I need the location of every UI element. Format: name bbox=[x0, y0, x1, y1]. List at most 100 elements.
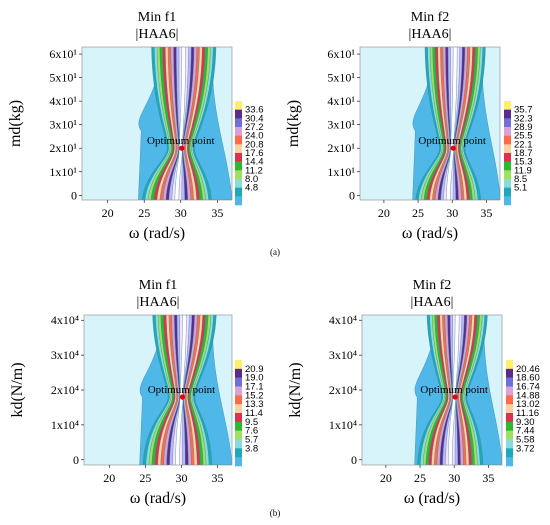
colorbar-swatch bbox=[506, 430, 513, 440]
x-axis-label: ω (rad/s) bbox=[404, 490, 460, 507]
colorbar-label: 15.2 bbox=[245, 390, 264, 401]
colorbar-swatch bbox=[235, 127, 242, 136]
colorbar-swatch bbox=[235, 153, 242, 162]
colorbar-label: 8.5 bbox=[514, 174, 527, 185]
caption-a: (a) bbox=[270, 247, 280, 257]
y-tick-label: 0 bbox=[73, 453, 79, 467]
x-axis-label: ω (rad/s) bbox=[402, 225, 458, 242]
colorbar-swatch bbox=[235, 404, 242, 414]
colorbar-swatch bbox=[235, 109, 242, 119]
colorbar-swatch bbox=[235, 439, 242, 449]
colorbar-label: 17.1 bbox=[245, 382, 264, 393]
colorbar-label: 27.2 bbox=[245, 122, 264, 133]
colorbar-swatch bbox=[504, 179, 511, 188]
colorbar-label: 5.58 bbox=[516, 435, 535, 446]
colorbar-swatch bbox=[235, 187, 242, 197]
y-tick-label: 2x10¹ bbox=[49, 141, 77, 155]
y-tick-label: 5x10¹ bbox=[327, 71, 355, 85]
x-tick-label: 25 bbox=[138, 206, 150, 220]
y-axis-label: md(kg) bbox=[285, 100, 302, 147]
optimum-point-marker bbox=[450, 145, 456, 151]
colorbar-label: 20.46 bbox=[516, 364, 540, 375]
y-tick-label: 2x10⁴ bbox=[51, 383, 79, 397]
colorbar-swatch bbox=[504, 144, 511, 154]
colorbar-label: 14.88 bbox=[516, 390, 540, 401]
y-tick-label: 3x10⁴ bbox=[329, 348, 357, 362]
colorbar-swatch bbox=[235, 170, 242, 180]
colorbar-label: 16.74 bbox=[516, 382, 540, 393]
y-tick-label: 2x10⁴ bbox=[329, 383, 357, 397]
colorbar-label: 3.72 bbox=[516, 443, 535, 454]
colorbar-label: 3.8 bbox=[245, 443, 258, 454]
colorbar-label: 14.4 bbox=[245, 157, 264, 168]
contour-band bbox=[174, 47, 186, 200]
colorbar-label: 11.2 bbox=[245, 165, 263, 176]
colorbar-label: 20.9 bbox=[245, 364, 264, 375]
colorbar-swatch bbox=[506, 421, 513, 431]
colorbar-swatch bbox=[504, 196, 511, 206]
plot-frame bbox=[81, 46, 233, 201]
colorbar-swatch bbox=[235, 179, 242, 188]
chart-b1: Min f1 |HAA6| 20 25 30 35 0 1x10⁴ 2x10⁴ 3x10⁴ 4x10… bbox=[9, 278, 264, 507]
colorbar-swatch bbox=[235, 421, 242, 431]
chart-a2: Min f2 |HAA6| 20 25 30 35 0 1x10¹ 2x10¹ 3x10¹ 4x10… bbox=[285, 10, 533, 242]
x-tick-label: 25 bbox=[414, 471, 426, 485]
optimum-point-label: Optimum point bbox=[147, 135, 215, 147]
colorbar-swatch bbox=[235, 457, 242, 467]
y-axis-label: kd(N/m) bbox=[287, 362, 304, 417]
optimum-point-marker bbox=[452, 394, 458, 400]
y-tick-label: 4x10¹ bbox=[327, 94, 355, 108]
colorbar-swatch bbox=[506, 457, 513, 467]
y-tick-label: 1x10¹ bbox=[49, 165, 77, 179]
colorbar-swatch bbox=[504, 101, 511, 110]
colorbar-swatch bbox=[506, 386, 513, 396]
x-tick-label: 25 bbox=[412, 206, 424, 220]
y-tick-label: 0 bbox=[351, 453, 357, 467]
y-tick-label: 4x10⁴ bbox=[51, 313, 79, 327]
chart-title: Min f1 bbox=[139, 278, 178, 293]
colorbar-label: 22.1 bbox=[514, 139, 533, 150]
chart-subtitle: |HAA6| bbox=[137, 295, 180, 310]
chart-subtitle: |HAA6| bbox=[136, 27, 179, 42]
colorbar-label: 9.5 bbox=[245, 417, 258, 428]
chart-a1: Min f1 |HAA6| 20 25 30 35 0 1x10¹ 2x10¹ 3x10¹ 4x10… bbox=[7, 10, 264, 242]
colorbar-label: 18.7 bbox=[514, 148, 533, 159]
colorbar-swatch bbox=[235, 161, 242, 171]
y-tick-label: 0 bbox=[349, 188, 355, 202]
y-axis-label: md(kg) bbox=[7, 100, 24, 147]
colorbar-label: 19.0 bbox=[245, 373, 264, 384]
y-tick-label: 3x10¹ bbox=[327, 118, 355, 132]
colorbar-swatch bbox=[504, 187, 511, 197]
colorbar-swatch bbox=[235, 101, 242, 110]
colorbar-label: 13.3 bbox=[245, 399, 264, 410]
colorbar-label: 35.7 bbox=[514, 105, 533, 116]
colorbar-label: 20.8 bbox=[245, 139, 264, 150]
colorbar-swatch bbox=[506, 360, 513, 370]
x-tick-label: 30 bbox=[175, 471, 187, 485]
plot-frame bbox=[359, 46, 501, 201]
contour-band bbox=[448, 315, 460, 465]
x-tick-label: 20 bbox=[103, 471, 115, 485]
colorbar-swatch bbox=[235, 118, 242, 128]
optimum-point-label: Optimum point bbox=[148, 384, 216, 396]
y-tick-label: 4x10¹ bbox=[49, 94, 77, 108]
colorbar-label: 5.7 bbox=[245, 435, 258, 446]
colorbar-swatch bbox=[235, 430, 242, 440]
x-axis-label: ω (rad/s) bbox=[130, 490, 186, 507]
y-tick-label: 0 bbox=[71, 188, 77, 202]
optimum-point-label: Optimum point bbox=[418, 135, 486, 147]
x-tick-label: 35 bbox=[211, 206, 223, 220]
y-tick-label: 2x10¹ bbox=[327, 141, 355, 155]
y-tick-label: 3x10⁴ bbox=[51, 348, 79, 362]
colorbar-label: 24.0 bbox=[245, 131, 264, 142]
chart-title: Min f2 bbox=[413, 278, 452, 293]
colorbar-label: 17.6 bbox=[245, 148, 264, 159]
y-tick-label: 5x10¹ bbox=[49, 71, 77, 85]
y-tick-label: 4x10⁴ bbox=[329, 313, 357, 327]
colorbar-label: 9.30 bbox=[516, 417, 535, 428]
caption-b: (b) bbox=[270, 508, 281, 518]
y-tick-label: 1x10⁴ bbox=[329, 418, 357, 432]
optimum-point-marker bbox=[179, 394, 186, 400]
y-tick-label: 3x10¹ bbox=[49, 118, 77, 132]
colorbar-swatch bbox=[506, 413, 513, 423]
